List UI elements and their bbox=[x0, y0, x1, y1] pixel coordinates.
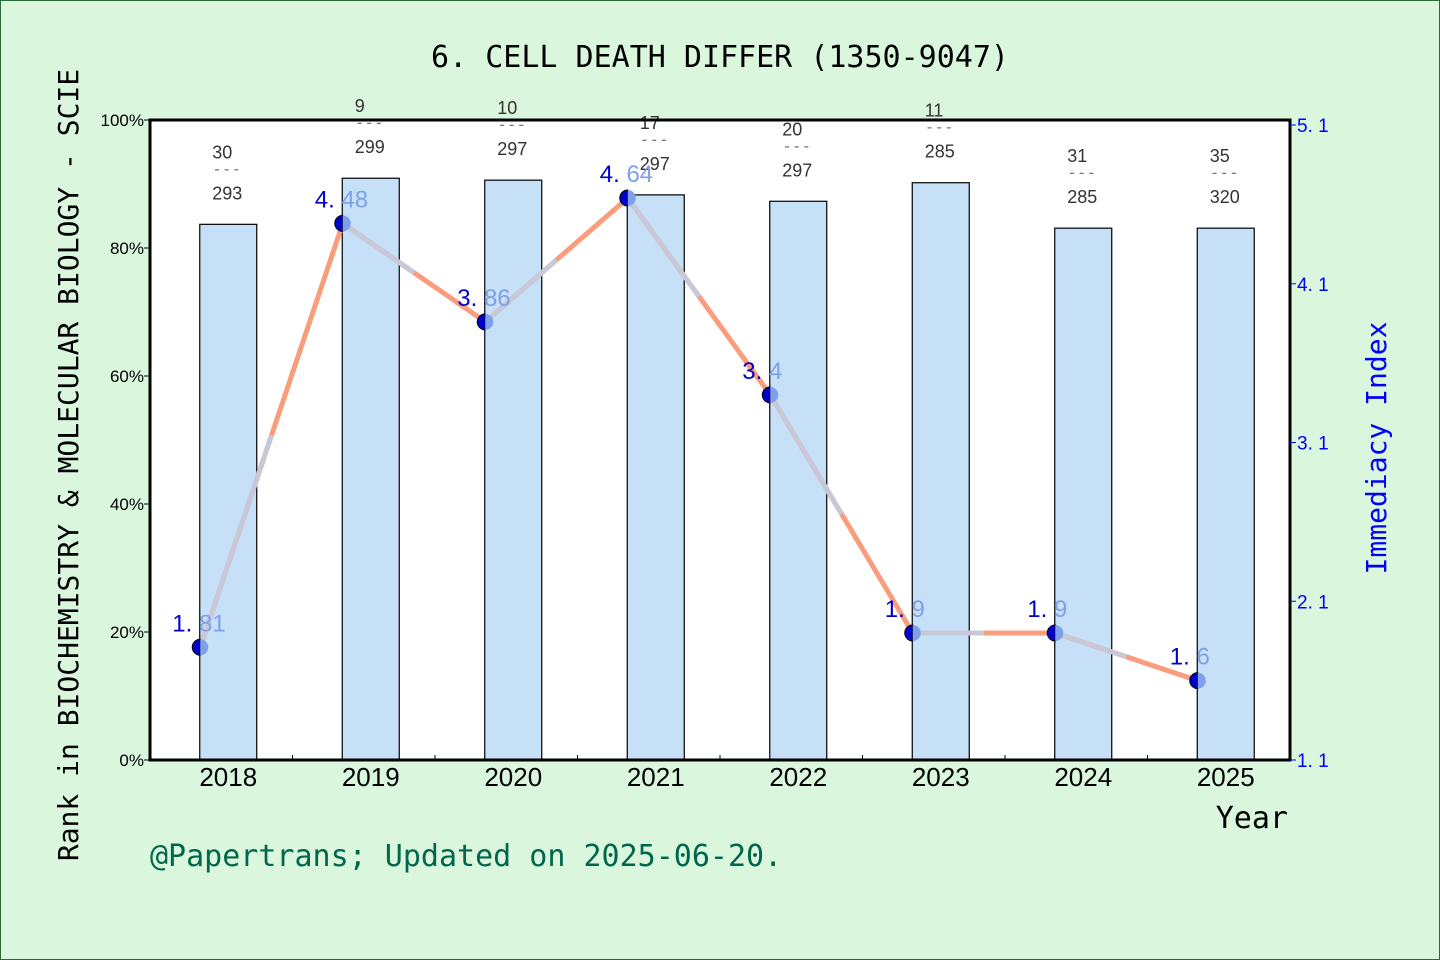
point-left bbox=[1046, 624, 1056, 642]
x-tick-label: 2018 bbox=[199, 762, 257, 792]
rank-label: 9 bbox=[355, 96, 365, 116]
point-left bbox=[761, 386, 771, 404]
bar-2024 bbox=[1054, 227, 1113, 761]
point-left bbox=[619, 189, 629, 207]
line-segment-overlay bbox=[625, 196, 702, 298]
point-right bbox=[1197, 672, 1206, 689]
y2-axis-label: Immediacy Index bbox=[1360, 322, 1393, 575]
point-left bbox=[334, 214, 344, 232]
rank-label: 10 bbox=[497, 98, 517, 118]
point-right bbox=[627, 190, 636, 207]
bar-2025 bbox=[1196, 227, 1255, 761]
bar-2023 bbox=[911, 182, 970, 761]
total-label: 297 bbox=[497, 139, 527, 159]
line-segment-overlay bbox=[341, 221, 416, 275]
point-right bbox=[342, 215, 351, 232]
x-tick-label: 2024 bbox=[1054, 762, 1112, 792]
value-label: 1. 9 bbox=[885, 596, 925, 623]
bar-2019 bbox=[341, 177, 400, 761]
rank-label: 31 bbox=[1067, 146, 1087, 166]
line-segment-overlay bbox=[1054, 630, 1128, 660]
total-label: 297 bbox=[640, 154, 670, 174]
total-label: 320 bbox=[1210, 187, 1240, 207]
x-axis-label: Year bbox=[1216, 801, 1288, 836]
point-right bbox=[912, 625, 921, 641]
rank-divider: --- bbox=[640, 130, 669, 149]
bar-2018 bbox=[199, 223, 258, 761]
rank-divider: --- bbox=[497, 115, 526, 134]
y-tick-label: 0% bbox=[119, 751, 144, 770]
bar-2021 bbox=[626, 194, 685, 761]
x-tick-label: 2020 bbox=[484, 762, 542, 792]
value-label: 1. 9 bbox=[1027, 596, 1067, 623]
line-segment-overlay bbox=[768, 393, 844, 516]
value-label: 3. 4 bbox=[742, 358, 782, 385]
y2-tick-label: 5. 1 bbox=[1297, 116, 1329, 137]
chart-title: 6. CELL DEATH DIFFER (1350-9047) bbox=[431, 40, 1009, 75]
value-label: 3. 86 bbox=[457, 285, 510, 312]
y-tick-label: 40% bbox=[110, 495, 144, 514]
x-tick-label: 2019 bbox=[342, 762, 400, 792]
point-left bbox=[1189, 672, 1199, 690]
rank-label: 20 bbox=[782, 119, 802, 139]
y-tick-label: 20% bbox=[110, 623, 144, 642]
point-right bbox=[1055, 625, 1064, 641]
y-tick-label: 80% bbox=[110, 239, 144, 258]
y-axis-label: Rank in BIOCHEMISTRY & MOLECULAR BIOLOGY… bbox=[52, 69, 85, 861]
value-label: 4. 48 bbox=[315, 186, 368, 213]
x-tick-label: 2025 bbox=[1197, 762, 1255, 792]
rank-divider: --- bbox=[782, 136, 811, 155]
rank-divider: --- bbox=[355, 113, 384, 132]
total-label: 293 bbox=[212, 183, 242, 203]
value-label: 1. 81 bbox=[172, 610, 225, 637]
total-label: 297 bbox=[782, 160, 812, 180]
rank-divider: --- bbox=[212, 159, 241, 178]
y2-tick-label: 4. 1 bbox=[1297, 275, 1329, 296]
x-tick-label: 2023 bbox=[912, 762, 970, 792]
rank-label: 30 bbox=[212, 142, 232, 162]
point-right bbox=[200, 639, 209, 656]
point-left bbox=[191, 638, 201, 656]
total-label: 285 bbox=[1067, 187, 1097, 207]
point-right bbox=[770, 386, 779, 403]
x-tick-label: 2022 bbox=[769, 762, 827, 792]
total-label: 299 bbox=[355, 137, 385, 157]
y-tick-label: 100% bbox=[101, 111, 144, 130]
y2-tick-label: 1. 1 bbox=[1297, 751, 1329, 772]
rank-divider: --- bbox=[1210, 163, 1239, 182]
value-label: 1. 6 bbox=[1170, 644, 1210, 671]
line-segment-overlay bbox=[197, 434, 274, 649]
rank-divider: --- bbox=[1067, 163, 1096, 182]
rank-label: 11 bbox=[925, 101, 944, 121]
value-label: 4. 64 bbox=[600, 161, 653, 188]
bar-2022 bbox=[769, 200, 828, 761]
point-right bbox=[485, 313, 494, 330]
total-label: 285 bbox=[925, 142, 955, 162]
bar-2020 bbox=[484, 179, 543, 761]
point-left bbox=[476, 313, 486, 331]
rank-divider: --- bbox=[925, 118, 954, 137]
footer-note: @Papertrans; Updated on 2025-06-20. bbox=[150, 839, 782, 874]
y2-tick-label: 2. 1 bbox=[1297, 592, 1329, 613]
point-left bbox=[904, 624, 914, 642]
x-tick-label: 2021 bbox=[627, 762, 685, 792]
plot-area bbox=[150, 120, 1290, 760]
y-tick-label: 60% bbox=[110, 367, 144, 386]
line-segment-overlay bbox=[483, 258, 559, 324]
y2-tick-label: 3. 1 bbox=[1297, 434, 1329, 455]
rank-label: 17 bbox=[640, 113, 660, 133]
rank-label: 35 bbox=[1210, 146, 1230, 166]
